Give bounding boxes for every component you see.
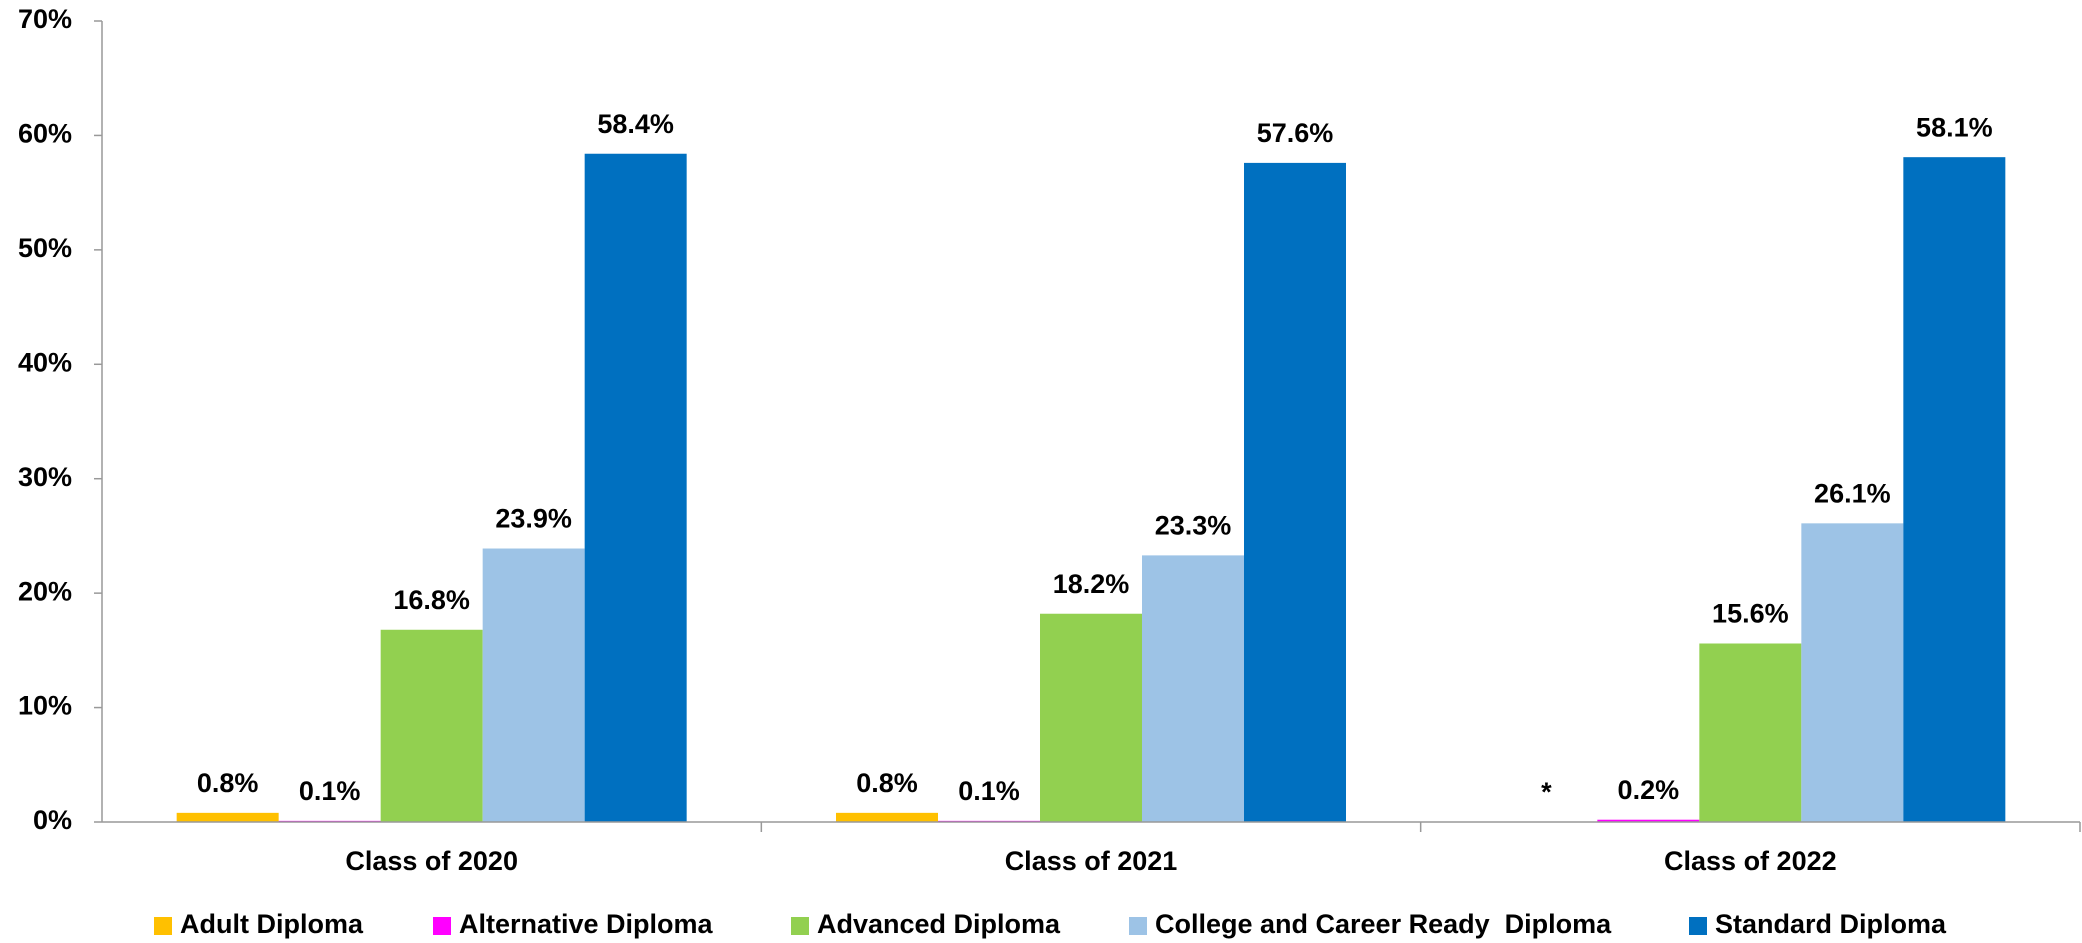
y-tick-label: 10% (18, 691, 72, 721)
data-label: 0.8% (197, 768, 259, 798)
y-tick-label: 30% (18, 462, 72, 492)
legend-label: Alternative Diploma (459, 909, 714, 939)
data-label: 15.6% (1712, 599, 1789, 629)
data-label: 23.3% (1155, 511, 1232, 541)
legend-label: Advanced Diploma (817, 909, 1061, 939)
y-tick-label: 0% (33, 805, 72, 835)
legend-marker (791, 917, 809, 935)
x-tick-label: Class of 2022 (1664, 846, 1837, 876)
data-label: 0.1% (299, 776, 361, 806)
data-label: 16.8% (393, 585, 470, 615)
x-tick-label: Class of 2020 (345, 846, 518, 876)
data-label: 18.2% (1053, 569, 1130, 599)
bar (482, 548, 585, 822)
bar (380, 629, 483, 822)
data-label: 26.1% (1814, 478, 1891, 508)
data-label: 0.2% (1618, 775, 1680, 805)
bar (836, 812, 938, 822)
legend-marker (154, 917, 172, 935)
bar (1142, 555, 1244, 822)
data-label: 23.9% (495, 504, 572, 534)
y-tick-label: 70% (18, 4, 72, 34)
data-label: * (1541, 777, 1552, 807)
bar (1244, 162, 1346, 823)
legend-marker (1129, 917, 1147, 935)
x-tick-label: Class of 2021 (1005, 846, 1178, 876)
data-label: 58.1% (1916, 112, 1993, 142)
legend-marker (1689, 917, 1707, 935)
legend-label: Adult Diploma (180, 909, 364, 939)
y-tick-label: 50% (18, 233, 72, 263)
data-label: 0.8% (856, 768, 918, 798)
legend-label: College and Career Ready Diploma (1155, 909, 1612, 939)
bar (176, 812, 279, 822)
y-tick-label: 20% (18, 576, 72, 606)
legend-label: Standard Diploma (1715, 909, 1947, 939)
bar (1903, 157, 2006, 823)
y-tick-label: 60% (18, 119, 72, 149)
bar (1801, 523, 1904, 822)
data-label: 58.4% (597, 109, 674, 139)
bar (1040, 613, 1142, 822)
bar (1699, 643, 1802, 822)
bar (584, 153, 687, 823)
bar (1597, 819, 1700, 822)
data-label: 57.6% (1257, 118, 1334, 148)
y-tick-label: 40% (18, 347, 72, 377)
data-label: 0.1% (958, 776, 1020, 806)
legend-marker (433, 917, 451, 935)
